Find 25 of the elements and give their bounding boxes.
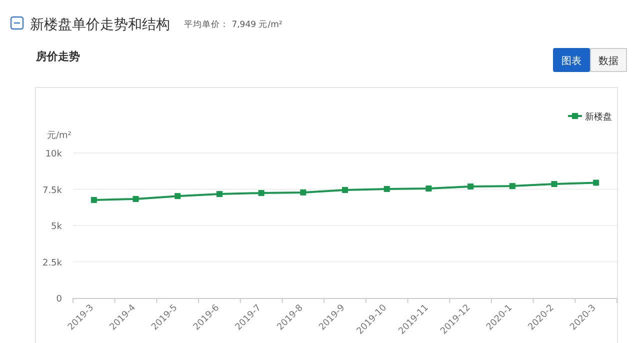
y-tick-label: 0 [56,294,62,304]
y-tick-label: 2.5k [42,258,63,268]
y-axis-title: 元/m² [47,130,72,141]
chart-title: 新楼盘单价走势和结构 [30,17,170,33]
text: 图表 [562,55,582,67]
legend-label: 新楼盘 [585,112,612,122]
chart-subtitle: 平均单价： 7,949 元/m² [184,19,282,30]
point [509,183,516,190]
text: 数据 [598,55,618,67]
point [300,189,306,196]
y-tick-label: 5k [51,222,63,232]
point [216,191,222,198]
y-tick-label: 10k [45,150,63,160]
point [342,186,348,193]
text: 房价走势 [35,50,80,63]
point [258,190,264,196]
y-tick-label: 7.5k [42,186,63,196]
point [132,196,139,202]
point [174,193,181,200]
point [426,186,432,192]
point [593,180,600,186]
point [384,186,390,192]
point [468,183,474,190]
point [551,181,558,188]
point [90,196,97,203]
